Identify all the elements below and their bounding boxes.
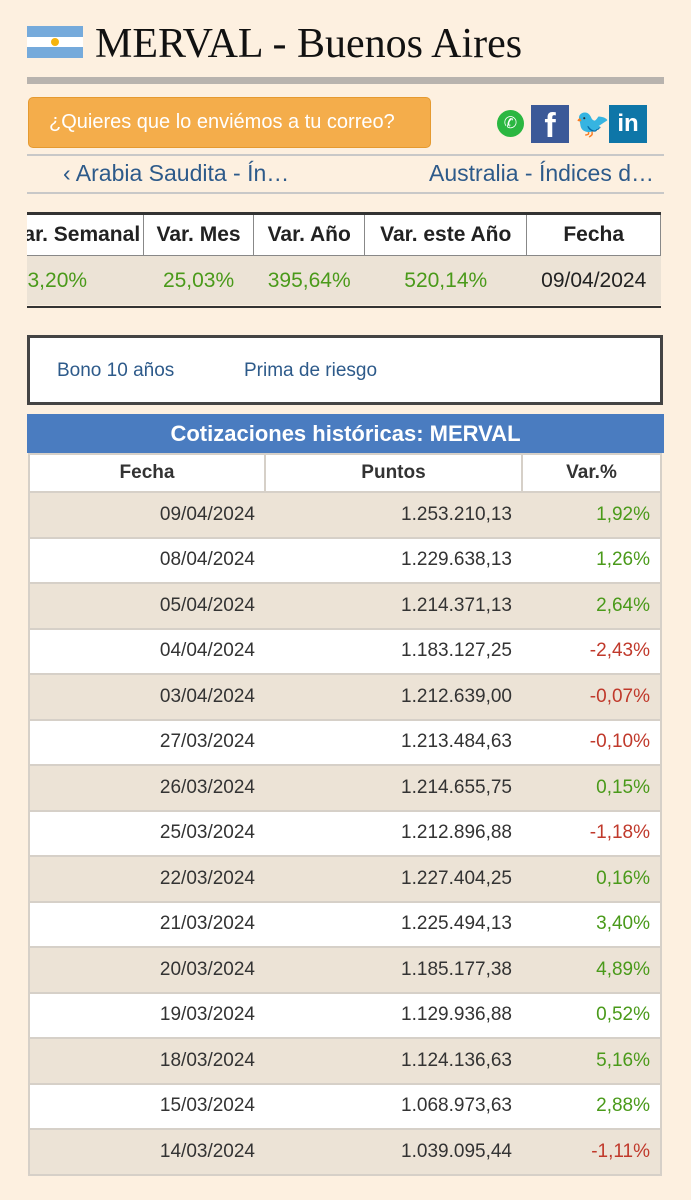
column-header-date[interactable]: Fecha — [28, 453, 266, 493]
row-change: 4,89% — [522, 946, 662, 994]
summary-header: Var. este Año — [364, 212, 528, 256]
twitter-icon[interactable]: 🐦 — [575, 108, 610, 139]
row-points: 1.185.177,38 — [265, 946, 522, 994]
table-row: 21/03/2024 1.225.494,13 3,40% — [28, 900, 662, 948]
linkedin-icon[interactable]: in — [609, 105, 647, 143]
row-date: 09/04/2024 — [28, 491, 265, 539]
history-title: Cotizaciones históricas: MERVAL — [27, 414, 664, 453]
row-date: 21/03/2024 — [28, 900, 265, 948]
row-points: 1.039.095,44 — [265, 1128, 522, 1176]
summary-date: 09/04/2024 — [526, 255, 661, 305]
row-points: 1.124.136,63 — [265, 1037, 522, 1085]
related-links: Bono 10 años Prima de riesgo — [27, 335, 663, 405]
row-change: -0,07% — [522, 673, 662, 721]
risk-premium-link[interactable]: Prima de riesgo — [244, 360, 378, 381]
row-date: 15/03/2024 — [28, 1082, 265, 1130]
row-points: 1.129.936,88 — [265, 991, 522, 1039]
page-title: MERVAL - Buenos Aires — [95, 21, 523, 67]
row-change: -1,11% — [522, 1128, 662, 1176]
column-header-var[interactable]: Var.% — [521, 453, 662, 493]
table-row: 14/03/2024 1.039.095,44 -1,11% — [28, 1128, 662, 1176]
title-divider — [27, 77, 664, 84]
weekly-change: 3,20% — [27, 255, 144, 305]
column-header-points[interactable]: Puntos — [264, 453, 523, 493]
row-points: 1.229.638,13 — [265, 536, 522, 584]
row-points: 1.212.896,88 — [265, 809, 522, 857]
table-row: 05/04/2024 1.214.371,13 2,64% — [28, 582, 662, 630]
row-change: 2,88% — [522, 1082, 662, 1130]
row-change: 2,64% — [522, 582, 662, 630]
index-navigation: ‹ Arabia Saudita - Ín… Australia - Índic… — [27, 154, 664, 194]
email-subscribe-button[interactable]: ¿Quieres que lo enviémos a tu correo? — [28, 97, 431, 148]
historical-quotes: Cotizaciones históricas: MERVAL Fecha Pu… — [27, 414, 664, 1176]
table-row: 20/03/2024 1.185.177,38 4,89% — [28, 946, 662, 994]
row-points: 1.214.371,13 — [265, 582, 522, 630]
row-date: 05/04/2024 — [28, 582, 265, 630]
row-date: 14/03/2024 — [28, 1128, 265, 1176]
table-row: 18/03/2024 1.124.136,63 5,16% — [28, 1037, 662, 1085]
page-header: MERVAL - Buenos Aires — [27, 18, 664, 82]
row-date: 22/03/2024 — [28, 855, 265, 903]
row-date: 26/03/2024 — [28, 764, 265, 812]
table-row: 19/03/2024 1.129.936,88 0,52% — [28, 991, 662, 1039]
summary-header: Fecha — [526, 212, 661, 256]
monthly-change: 25,03% — [143, 255, 254, 305]
table-row: 09/04/2024 1.253.210,13 1,92% — [28, 491, 662, 539]
summary-header: Var. Mes — [142, 212, 255, 256]
row-points: 1.225.494,13 — [265, 900, 522, 948]
row-points: 1.068.973,63 — [265, 1082, 522, 1130]
row-date: 27/03/2024 — [28, 718, 265, 766]
table-row: 27/03/2024 1.213.484,63 -0,10% — [28, 718, 662, 766]
ytd-change: 520,14% — [364, 255, 527, 305]
table-row: 04/04/2024 1.183.127,25 -2,43% — [28, 627, 662, 675]
row-points: 1.213.484,63 — [265, 718, 522, 766]
row-points: 1.212.639,00 — [265, 673, 522, 721]
row-date: 18/03/2024 — [28, 1037, 265, 1085]
row-change: 5,16% — [522, 1037, 662, 1085]
row-date: 04/04/2024 — [28, 627, 265, 675]
argentina-flag-icon — [27, 26, 83, 58]
row-points: 1.227.404,25 — [265, 855, 522, 903]
row-date: 25/03/2024 — [28, 809, 265, 857]
row-change: -0,10% — [522, 718, 662, 766]
facebook-icon[interactable]: f — [531, 105, 569, 145]
whatsapp-icon[interactable]: ✆ — [497, 110, 524, 137]
yearly-change: 395,64% — [253, 255, 365, 305]
row-date: 03/04/2024 — [28, 673, 265, 721]
table-row: 03/04/2024 1.212.639,00 -0,07% — [28, 673, 662, 721]
row-change: -1,18% — [522, 809, 662, 857]
row-points: 1.253.210,13 — [265, 491, 522, 539]
prev-index-link[interactable]: ‹ Arabia Saudita - Ín… — [63, 160, 290, 186]
row-points: 1.183.127,25 — [265, 627, 522, 675]
bond-link[interactable]: Bono 10 años — [57, 360, 175, 381]
row-change: 3,40% — [522, 900, 662, 948]
row-points: 1.214.655,75 — [265, 764, 522, 812]
row-change: 0,16% — [522, 855, 662, 903]
row-change: 1,92% — [522, 491, 662, 539]
next-index-link[interactable]: Australia - Índices d… — [429, 160, 654, 186]
row-change: -2,43% — [522, 627, 662, 675]
row-date: 19/03/2024 — [28, 991, 265, 1039]
row-change: 1,26% — [522, 536, 662, 584]
row-change: 0,15% — [522, 764, 662, 812]
row-date: 08/04/2024 — [28, 536, 265, 584]
table-row: 25/03/2024 1.212.896,88 -1,18% — [28, 809, 662, 857]
table-row: 08/04/2024 1.229.638,13 1,26% — [28, 536, 662, 584]
history-table: Fecha Puntos Var.% 09/04/2024 1.253.210,1… — [28, 453, 662, 1176]
summary-table: Var. Semanal Var. Mes Var. Año Var. este… — [27, 212, 661, 308]
summary-header: Var. Semanal — [27, 212, 144, 256]
table-row: 15/03/2024 1.068.973,63 2,88% — [28, 1082, 662, 1130]
summary-header: Var. Año — [253, 212, 366, 256]
history-rows: 09/04/2024 1.253.210,13 1,92% 08/04/2024 1.2… — [28, 491, 662, 1176]
row-change: 0,52% — [522, 991, 662, 1039]
table-row: 26/03/2024 1.214.655,75 0,15% — [28, 764, 662, 812]
table-row: 22/03/2024 1.227.404,25 0,16% — [28, 855, 662, 903]
row-date: 20/03/2024 — [28, 946, 265, 994]
